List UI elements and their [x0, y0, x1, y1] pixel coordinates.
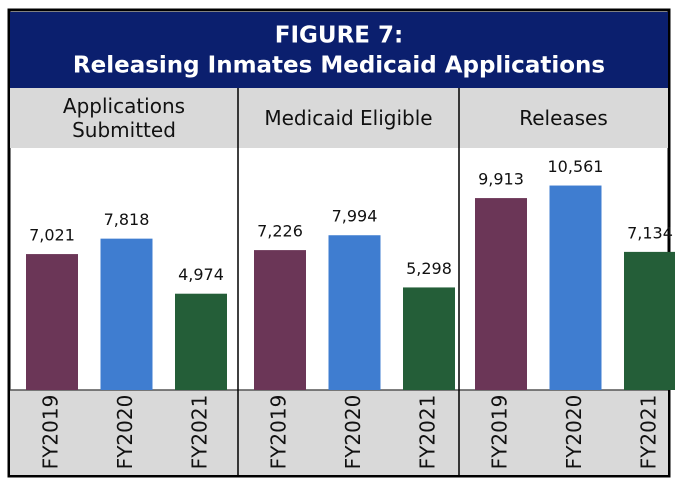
- bar: [100, 238, 153, 390]
- chart-title: FIGURE 7:: [275, 23, 403, 49]
- value-label: 10,561: [548, 157, 604, 176]
- bar: [328, 235, 381, 390]
- x-label: FY2021: [188, 395, 212, 470]
- value-label: 7,134: [627, 223, 673, 242]
- bar: [624, 251, 675, 390]
- panel-header: Applications Submitted: [62, 94, 186, 142]
- label-band: [10, 390, 668, 475]
- value-label: 9,913: [478, 170, 524, 189]
- value-label: 5,298: [406, 259, 452, 278]
- value-label: 7,818: [104, 210, 150, 229]
- value-label: 4,974: [178, 265, 224, 284]
- value-label: 7,021: [29, 226, 75, 245]
- x-label: FY2021: [416, 395, 440, 470]
- chart-subtitle: Releasing Inmates Medicaid Applications: [73, 53, 605, 79]
- x-label: FY2020: [341, 395, 365, 470]
- bar: [403, 287, 455, 390]
- header-band: [10, 88, 668, 148]
- bar: [26, 254, 78, 390]
- bar: [175, 293, 227, 390]
- panel-header: Medicaid Eligible: [264, 106, 433, 130]
- x-label: FY2019: [488, 395, 512, 470]
- x-label: FY2020: [113, 395, 137, 470]
- x-label: FY2019: [267, 395, 291, 470]
- x-label: FY2020: [562, 395, 586, 470]
- value-label: 7,226: [257, 222, 303, 241]
- value-label: 7,994: [332, 207, 378, 226]
- bar: [549, 185, 602, 390]
- panel-header: Releases: [519, 106, 608, 130]
- bar: [475, 198, 527, 390]
- x-label: FY2021: [637, 395, 661, 470]
- title-band: [10, 12, 668, 88]
- bar: [254, 250, 306, 390]
- x-label: FY2019: [39, 395, 63, 470]
